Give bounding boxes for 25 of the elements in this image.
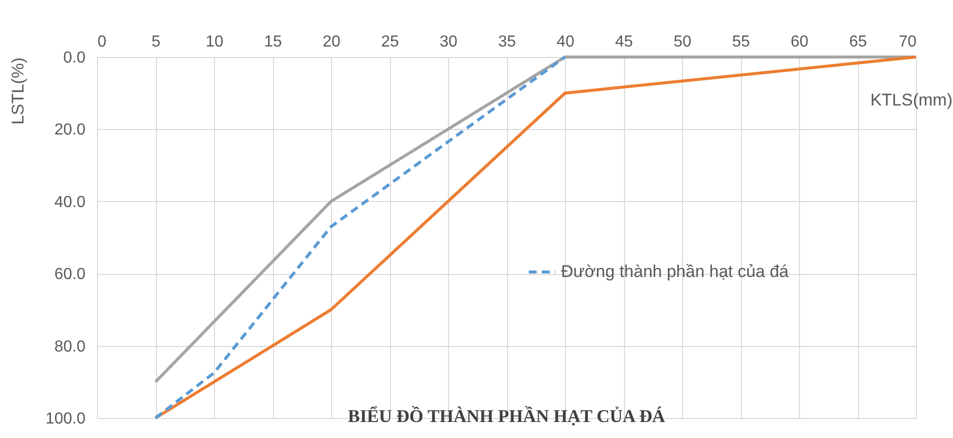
x-tick-label: 50 [674, 34, 692, 50]
x-tick-label: 55 [732, 34, 750, 50]
x-tick-label: 5 [152, 34, 161, 50]
x-tick-label: 0 [98, 34, 106, 50]
legend-label: Đường thành phần hạt của đá [561, 262, 790, 281]
x-tick-label: 20 [322, 34, 340, 50]
x-tick-label: 70 [898, 34, 917, 50]
text: BIỂU ĐỒ THÀNH PHẦN HẠT CỦA ĐÁ [348, 405, 666, 426]
y-tick-label: 0.0 [63, 50, 86, 66]
x-tick-label: 25 [381, 34, 399, 50]
y-tick-label: 60.0 [54, 266, 86, 284]
x-tick-label: 45 [615, 34, 633, 50]
x-tick-label: 15 [264, 34, 282, 50]
x-tick-label: 10 [206, 34, 224, 50]
x-tick-label: 35 [498, 34, 516, 50]
x-tick-label: 60 [790, 34, 808, 50]
y-tick-label: 100.0 [45, 410, 86, 428]
x-axis-title: KTLS(mm) [870, 90, 952, 110]
x-tick-label: 30 [440, 34, 458, 50]
x-tick-label: 40 [556, 34, 574, 50]
y-tick-label: 40.0 [54, 194, 86, 211]
y-axis-title: LSTL(%) [8, 58, 28, 125]
y-tick-label: 20.0 [54, 122, 86, 139]
x-tick-label: 65 [849, 34, 867, 50]
y-tick-label: 80.0 [54, 338, 86, 356]
